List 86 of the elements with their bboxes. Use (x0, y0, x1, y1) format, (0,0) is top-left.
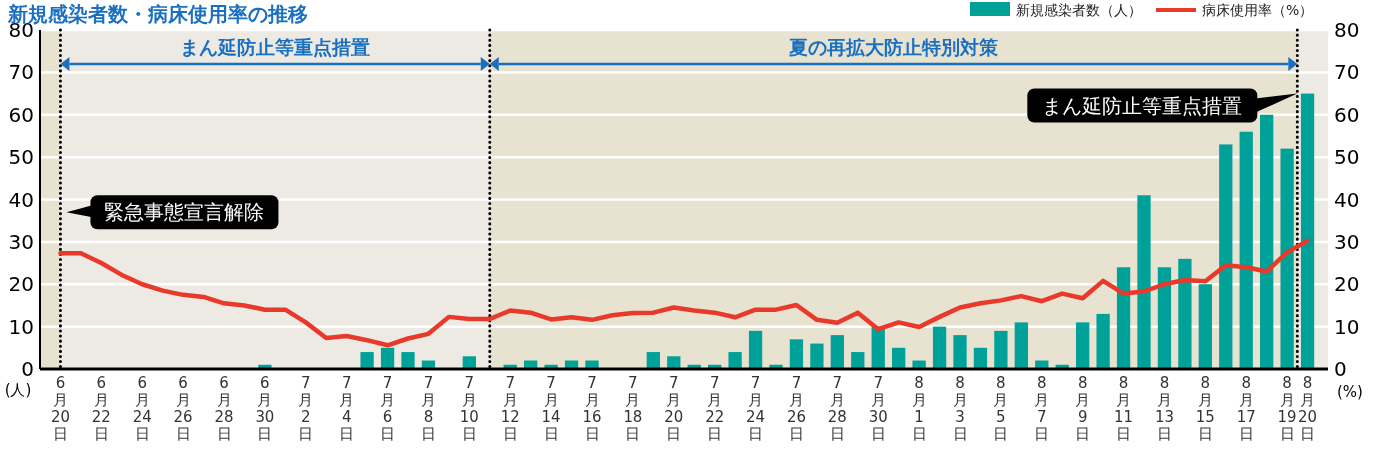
x-tick-label: 8月7日 (1034, 374, 1050, 443)
bar (1239, 131, 1253, 369)
bar (1157, 267, 1172, 369)
bar (1014, 322, 1028, 369)
x-tick-label: 7月26日 (786, 374, 807, 443)
y-tick-label: 30 (8, 229, 34, 254)
y-tick-label: 60 (8, 102, 34, 127)
bar (462, 356, 476, 369)
bar (1198, 284, 1212, 369)
x-tick-label: 7月12日 (500, 374, 520, 443)
x-tick-label: 6月30日 (255, 374, 275, 443)
y2-tick-label: 80 (1334, 18, 1360, 42)
x-tick-label: 8月20日 (1298, 374, 1318, 443)
x-tick-label: 7月2日 (298, 374, 314, 443)
x-tick-label: 6月26日 (173, 374, 193, 443)
bar (401, 352, 415, 369)
annotation: まん延防止等重点措置 (1042, 93, 1243, 118)
legend-label: 病床使用率（%） (1202, 2, 1314, 18)
y2-tick-label: 20 (1334, 272, 1360, 297)
x-tick-label: 8月9日 (1075, 374, 1091, 443)
y2-axis-title: (%) (1337, 383, 1363, 401)
y-tick-label: 20 (8, 272, 34, 297)
x-tick-label: 7月16日 (582, 374, 602, 443)
band-label: 夏の再拡大防止特別対策 (788, 35, 999, 58)
bar (1219, 144, 1233, 369)
y-tick-label: 10 (8, 314, 34, 339)
bar (728, 352, 742, 369)
bar (789, 339, 804, 369)
x-tick-label: 8月13日 (1154, 374, 1175, 443)
y2-tick-label: 60 (1334, 102, 1360, 127)
bar (646, 352, 660, 369)
x-tick-label: 7月8日 (420, 374, 436, 443)
x-tick-label: 7月20日 (664, 374, 684, 443)
x-tick-label: 8月1日 (911, 374, 927, 443)
x-tick-label: 7月6日 (380, 374, 396, 443)
x-tick-label: 6月22日 (91, 374, 111, 443)
y2-tick-label: 40 (1334, 187, 1360, 212)
annotation: 緊急事態宣言解除 (104, 200, 265, 225)
bar (1096, 313, 1110, 369)
bar (380, 347, 395, 369)
bar (892, 347, 906, 369)
x-tick-label: 8月19日 (1277, 374, 1297, 443)
x-tick-label: 6月20日 (50, 374, 71, 443)
bar (953, 335, 967, 369)
band-label: まん延防止等重点措置 (180, 35, 371, 58)
bar (810, 343, 824, 369)
y2-tick-label: 70 (1334, 60, 1360, 85)
bar (748, 330, 763, 369)
x-tick-label: 7月30日 (868, 374, 888, 443)
x-tick-label: 8月5日 (993, 374, 1009, 443)
y2-tick-label: 30 (1334, 229, 1360, 254)
x-tick-label: 7月10日 (459, 374, 479, 443)
x-tick-label: 8月11日 (1114, 374, 1134, 443)
bar (994, 330, 1008, 369)
bar (932, 326, 947, 369)
bar (1280, 148, 1294, 369)
x-tick-label: 7月22日 (705, 374, 725, 443)
bar (667, 356, 681, 369)
y-axis-title: (人) (4, 381, 32, 399)
bar (973, 347, 988, 369)
y-tick-label: 40 (8, 187, 34, 212)
y-tick-label: 50 (8, 145, 34, 170)
y2-tick-label: 50 (1334, 145, 1360, 170)
y2-tick-label: 0 (1334, 357, 1347, 381)
line-series (58, 238, 1310, 348)
x-tick-label: 8月17日 (1236, 374, 1256, 443)
y-tick-label: 0 (21, 357, 34, 381)
x-tick-label: 7月24日 (746, 374, 766, 443)
bar (830, 335, 844, 369)
x-tick-label: 6月28日 (214, 374, 234, 443)
bar (1178, 258, 1192, 369)
y-tick-label: 70 (8, 60, 34, 85)
x-tick-label: 7月28日 (827, 374, 847, 443)
bar (1076, 322, 1090, 369)
x-tick-label: 6月24日 (132, 374, 152, 443)
x-tick-label: 8月3日 (952, 374, 968, 443)
y2-tick-label: 10 (1334, 314, 1360, 339)
bar (360, 352, 374, 369)
legend-label: 新規感染者数（人） (1016, 2, 1142, 18)
x-tick-label: 7月14日 (541, 374, 561, 443)
bar (1116, 267, 1131, 369)
bar (851, 352, 865, 369)
bar (1137, 195, 1151, 369)
x-tick-label: 7月4日 (339, 374, 355, 443)
x-tick-label: 7月18日 (623, 374, 643, 443)
x-tick-label: 8月15日 (1195, 374, 1215, 443)
